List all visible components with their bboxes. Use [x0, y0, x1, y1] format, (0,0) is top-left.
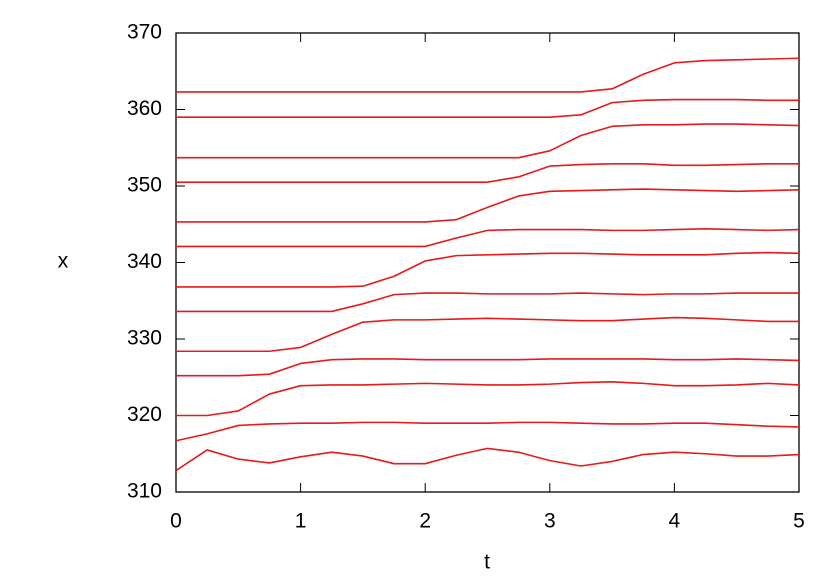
data-line	[176, 98, 799, 118]
data-line	[176, 381, 800, 417]
y-tick-label: 320	[127, 403, 162, 426]
x-tick-label: 2	[419, 510, 431, 533]
y-tick-label: 340	[127, 250, 162, 273]
data-line	[176, 57, 800, 93]
x-tick-label: 3	[544, 510, 556, 533]
x-tick-label: 0	[170, 510, 182, 533]
data-line	[176, 188, 800, 223]
y-tick-label: 360	[127, 97, 162, 120]
data-line	[176, 251, 800, 288]
y-tick-label: 350	[127, 174, 162, 197]
data-line	[175, 421, 800, 442]
data-line	[176, 163, 799, 183]
x-tick-label: 1	[295, 510, 307, 533]
y-tick-label: 370	[127, 21, 162, 44]
y-tick-label: 330	[127, 327, 162, 350]
data-line	[176, 228, 800, 248]
x-axis-label: t	[484, 551, 490, 574]
data-line	[176, 316, 799, 353]
data-line	[176, 358, 800, 377]
y-tick-label: 310	[127, 480, 162, 503]
x-tick-label: 4	[669, 510, 681, 533]
data-line	[175, 447, 800, 472]
data-line	[176, 292, 799, 313]
y-axis-label: x	[58, 250, 69, 273]
x-tick-label: 5	[793, 510, 805, 533]
data-line	[176, 123, 800, 159]
